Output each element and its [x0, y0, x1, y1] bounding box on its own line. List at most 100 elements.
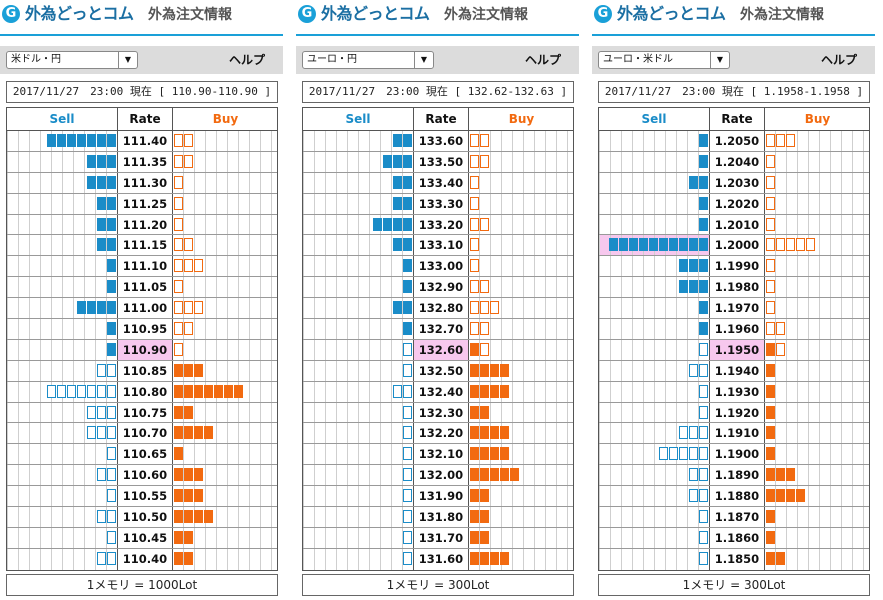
- buy-cell: [765, 548, 870, 570]
- buy-block: [184, 510, 193, 524]
- buy-cell: [173, 277, 278, 298]
- buy-bar: [470, 154, 489, 169]
- sell-block: [699, 238, 708, 252]
- buy-block: [490, 426, 499, 440]
- sell-block: [699, 551, 708, 565]
- buy-cell: [765, 256, 870, 277]
- rate-value: 1.1980: [710, 277, 765, 298]
- help-link[interactable]: ヘルプ: [524, 53, 561, 67]
- brand-subtitle: 外為注文情報: [444, 7, 528, 23]
- buy-block: [480, 530, 489, 544]
- sell-cell: [303, 486, 414, 507]
- buy-block: [470, 175, 479, 189]
- header-divider: [296, 34, 579, 36]
- buy-block: [776, 322, 785, 336]
- buy-block: [776, 342, 785, 356]
- order-book-row: 1.1890: [599, 465, 870, 487]
- currency-pair-select[interactable]: ユーロ・円 ▼: [302, 51, 434, 69]
- buy-block: [174, 384, 183, 398]
- sell-block: [679, 447, 688, 461]
- chevron-down-icon[interactable]: ▼: [118, 52, 137, 68]
- chevron-down-icon[interactable]: ▼: [710, 52, 729, 68]
- sell-cell: [599, 444, 710, 465]
- sell-cell: [599, 151, 710, 172]
- rate-value: 110.75: [118, 402, 173, 423]
- buy-bar: [470, 551, 509, 566]
- buy-block: [184, 405, 193, 419]
- sell-bar: [393, 238, 412, 252]
- sell-bar: [107, 280, 116, 294]
- sell-bar: [107, 342, 116, 357]
- sell-cell: [303, 235, 414, 256]
- buy-cell: [765, 339, 870, 360]
- currency-pair-select[interactable]: 米ドル・円 ▼: [6, 51, 138, 69]
- buy-cell: [469, 319, 574, 339]
- buy-block: [184, 301, 193, 315]
- brand-header: G 外為どっとコム 外為注文情報: [592, 0, 875, 34]
- sell-bar: [403, 447, 412, 461]
- chevron-down-icon[interactable]: ▼: [414, 52, 433, 68]
- sell-block: [403, 322, 412, 336]
- currency-pair-select[interactable]: ユーロ・米ドル ▼: [598, 51, 730, 69]
- buy-block: [786, 238, 795, 252]
- sell-bar: [393, 134, 412, 148]
- sell-bar: [699, 342, 708, 357]
- sell-block: [699, 134, 708, 147]
- sell-bar: [403, 259, 412, 273]
- sell-block: [699, 175, 708, 189]
- order-book-row: 111.20: [7, 214, 278, 236]
- rate-value: 111.30: [118, 172, 173, 193]
- buy-bar: [174, 301, 203, 315]
- sell-cell: [7, 319, 118, 339]
- order-book-row: 132.20: [303, 423, 574, 445]
- buy-block: [470, 280, 479, 294]
- sell-block: [97, 510, 106, 524]
- buy-cell: [173, 527, 278, 548]
- sell-cell: [599, 548, 710, 570]
- sell-bar: [373, 217, 412, 232]
- buy-block: [776, 134, 785, 147]
- buy-cell: [173, 548, 278, 570]
- help-link[interactable]: ヘルプ: [228, 53, 265, 67]
- buy-cell: [469, 381, 574, 402]
- buy-block: [470, 384, 479, 398]
- sell-block: [107, 217, 116, 231]
- help-link[interactable]: ヘルプ: [820, 53, 857, 67]
- sell-bar: [97, 468, 116, 482]
- rate-value: 1.1910: [710, 423, 765, 444]
- sell-block: [393, 238, 402, 252]
- buy-block: [184, 238, 193, 252]
- buy-bar: [470, 175, 479, 190]
- buy-bar: [766, 154, 775, 169]
- order-book-row: 110.85: [7, 360, 278, 382]
- buy-bar: [766, 342, 785, 357]
- buy-block: [490, 301, 499, 315]
- sell-block: [393, 175, 402, 189]
- buy-cell: [469, 548, 574, 570]
- buy-bar: [470, 530, 489, 545]
- buy-block: [184, 384, 193, 398]
- order-book-row: 111.15: [7, 235, 278, 257]
- buy-block: [470, 342, 479, 356]
- order-book-row: 1.1850: [599, 548, 870, 570]
- sell-bar: [699, 405, 708, 420]
- buy-block: [500, 468, 509, 482]
- order-book-row: 131.90: [303, 486, 574, 508]
- sell-block: [383, 217, 392, 231]
- buy-block: [480, 363, 489, 377]
- sell-block: [629, 238, 638, 252]
- sell-cell: [7, 339, 118, 360]
- buy-cell: [765, 381, 870, 402]
- order-book-row: 111.25: [7, 193, 278, 215]
- rate-column-header: Rate: [414, 108, 469, 130]
- sell-block: [393, 154, 402, 168]
- rate-value: 132.10: [414, 444, 469, 465]
- order-book-row: 133.20: [303, 214, 574, 236]
- order-book-panel: G 外為どっとコム 外為注文情報 米ドル・円 ▼ ヘルプ 2017/11/27 23:00 …: [0, 0, 283, 600]
- sell-block: [403, 363, 412, 377]
- brand-logo-icon: G: [298, 5, 316, 23]
- rate-status-bar: 2017/11/27 23:00 現在 [ 110.90-110.90 ]: [6, 81, 278, 103]
- sell-block: [107, 447, 116, 461]
- order-book-row: 133.60: [303, 131, 574, 152]
- buy-cell: [173, 381, 278, 402]
